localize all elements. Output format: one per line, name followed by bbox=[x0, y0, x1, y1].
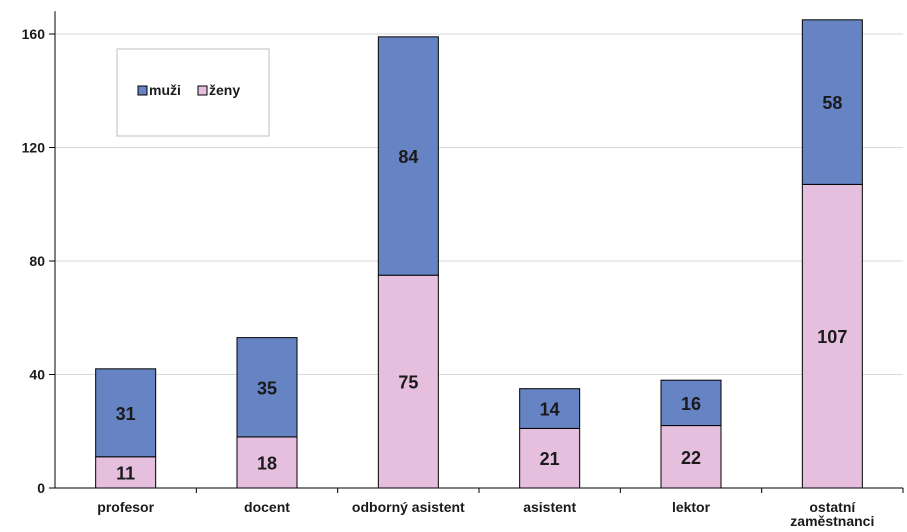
legend-label: ženy bbox=[209, 82, 240, 98]
y-tick-label: 0 bbox=[37, 480, 45, 496]
data-label: 75 bbox=[398, 373, 418, 393]
y-tick-label: 40 bbox=[29, 367, 45, 383]
category-label: odborný asistent bbox=[352, 499, 465, 515]
category-label: asistent bbox=[523, 499, 576, 515]
bar-muži bbox=[95, 368, 157, 458]
data-label: 58 bbox=[822, 93, 842, 113]
bars: 11 31 18 35 75 84 21 14 22 16 107 58 bbox=[95, 19, 863, 489]
bar-muži bbox=[236, 337, 298, 438]
data-label: 16 bbox=[681, 394, 701, 414]
bar-ženy bbox=[519, 427, 581, 489]
category-label: docent bbox=[244, 499, 290, 515]
legend-swatch bbox=[137, 85, 148, 96]
axes: 0 40 80 120 160 profesor docent odborný asisten… bbox=[22, 11, 904, 529]
category-label: lektor bbox=[672, 499, 711, 515]
y-tick-label: 80 bbox=[29, 253, 45, 269]
data-label: 84 bbox=[398, 147, 418, 167]
data-label: 21 bbox=[540, 449, 560, 469]
category-label: ostatní bbox=[809, 499, 856, 515]
legend-label: muži bbox=[149, 82, 181, 98]
gridlines bbox=[55, 33, 903, 375]
bar-muži bbox=[377, 36, 439, 276]
data-label: 35 bbox=[257, 378, 277, 398]
bar-muži bbox=[660, 379, 722, 427]
data-label: 107 bbox=[817, 327, 847, 347]
bar-ženy bbox=[95, 456, 157, 489]
data-label: 31 bbox=[116, 404, 136, 424]
category-label: zaměstnanci bbox=[790, 513, 874, 529]
bar-muži bbox=[801, 19, 863, 185]
bar-muži bbox=[519, 388, 581, 429]
data-label: 14 bbox=[540, 400, 560, 420]
data-label: 11 bbox=[116, 463, 135, 483]
data-label: 22 bbox=[681, 448, 701, 468]
legend: muži ženy bbox=[116, 48, 270, 137]
bar-ženy bbox=[377, 274, 439, 489]
legend-swatch bbox=[197, 85, 208, 96]
y-tick-label: 160 bbox=[22, 26, 46, 42]
data-label: 18 bbox=[257, 453, 277, 473]
y-tick-label: 120 bbox=[22, 140, 46, 156]
category-label: profesor bbox=[97, 499, 154, 515]
